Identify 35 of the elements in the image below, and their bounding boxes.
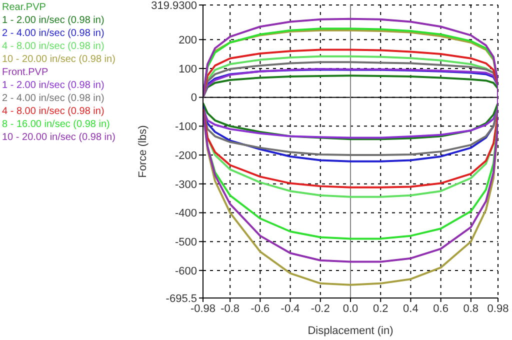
- x-tick-label: 0.4: [403, 303, 418, 315]
- text: 2 - 4.00 in/sec (0.98 in): [2, 92, 106, 105]
- x-tick-label: -0.8: [220, 303, 240, 315]
- x-tick-label: 0.98: [487, 303, 509, 315]
- x-tick-label: 0.8: [463, 303, 479, 315]
- x-tick-label: 0.6: [433, 303, 448, 315]
- text: 8 - 16.00 in/sec (0.98 in): [2, 118, 111, 131]
- x-tick-label: -0.4: [280, 303, 300, 315]
- x-tick-label: 0.0: [342, 303, 358, 315]
- text: Rear.PVP: [2, 1, 47, 14]
- text: 10 - 20.00 in/sec (0.98 in): [2, 131, 116, 144]
- y-tick-label: -500: [174, 236, 197, 248]
- x-tick-label: -0.98: [190, 303, 216, 315]
- text: 1 - 2.00 in/sec (0.98 in): [2, 14, 106, 27]
- text: 4 - 8.00 in/sec (0.98 in): [2, 40, 106, 53]
- y-tick-label: 100: [178, 63, 197, 76]
- x-tick-label: -0.6: [250, 303, 270, 315]
- text: 1 - 2.00 in/sec (0.98 in): [2, 79, 106, 92]
- x-tick-label: -0.2: [310, 303, 330, 315]
- y-tick-label: 200: [178, 34, 197, 47]
- text: Front.PVP: [2, 66, 50, 79]
- y-tick-label: -300: [174, 178, 197, 191]
- text: 4 - 8.00 in/sec (0.98 in): [2, 105, 106, 118]
- x-axis-title: Displacement (in): [308, 325, 394, 337]
- x-tick-label: 0.2: [372, 303, 388, 315]
- y-tick-label: -100: [174, 121, 197, 134]
- y-tick-label: 0: [190, 92, 197, 104]
- text: 10 - 20.00 in/sec (0.98 in): [2, 53, 116, 66]
- y-axis-title: Force (lbs): [136, 125, 149, 178]
- y-tick-label: -600: [174, 265, 197, 278]
- y-tick-label: 319.9300: [151, 0, 197, 12]
- text: 2 - 4.00 in/sec (0.98 in): [2, 27, 106, 40]
- y-tick-label: -695.5: [166, 292, 197, 305]
- y-tick-label: -200: [174, 150, 197, 162]
- y-tick-label: -400: [174, 208, 197, 220]
